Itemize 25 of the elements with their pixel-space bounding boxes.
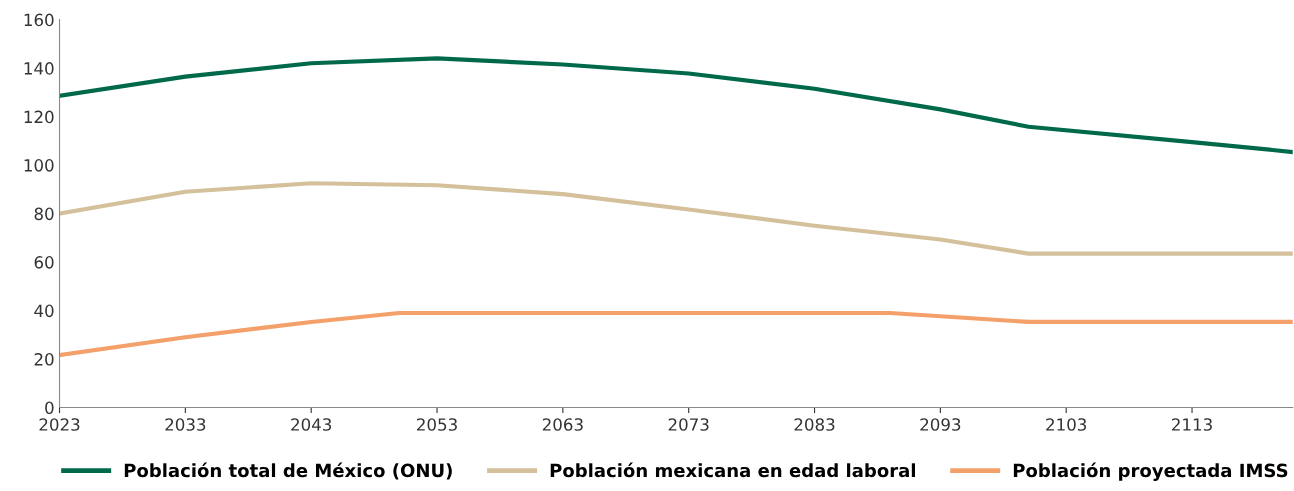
x-tick-label: 2093 <box>920 418 961 431</box>
line-series <box>59 310 1293 358</box>
y-tick-label: 20 <box>34 353 54 366</box>
legend-label: Población total de México (ONU) <box>124 462 452 480</box>
y-tick-label: 40 <box>34 304 54 318</box>
x-tick-label: 2103 <box>1046 418 1087 431</box>
y-tick-label: 100 <box>24 159 54 172</box>
y-tick-label: 160 <box>24 13 54 27</box>
x-tick-label: 2063 <box>542 418 583 431</box>
legend-label: Población proyectada IMSS <box>1013 462 1288 481</box>
x-tick-label: 2083 <box>794 418 835 431</box>
line-series <box>59 56 1293 155</box>
legend-label: Población mexicana en edad laboral <box>550 462 915 478</box>
y-tick-label: 0 <box>45 401 54 415</box>
x-tick-label: 2073 <box>668 418 709 431</box>
x-tick-label: 2043 <box>291 418 332 431</box>
x-tick-label: 2033 <box>165 418 206 431</box>
y-tick-label: 120 <box>24 110 54 124</box>
line-series <box>59 181 1293 256</box>
x-tick-label: 2023 <box>39 418 80 431</box>
y-tick-label: 140 <box>24 62 54 75</box>
x-tick-label: 2053 <box>417 418 457 431</box>
y-tick-label: 60 <box>34 256 54 269</box>
x-tick-label: 2113 <box>1172 418 1212 431</box>
y-tick-label: 80 <box>34 207 54 221</box>
